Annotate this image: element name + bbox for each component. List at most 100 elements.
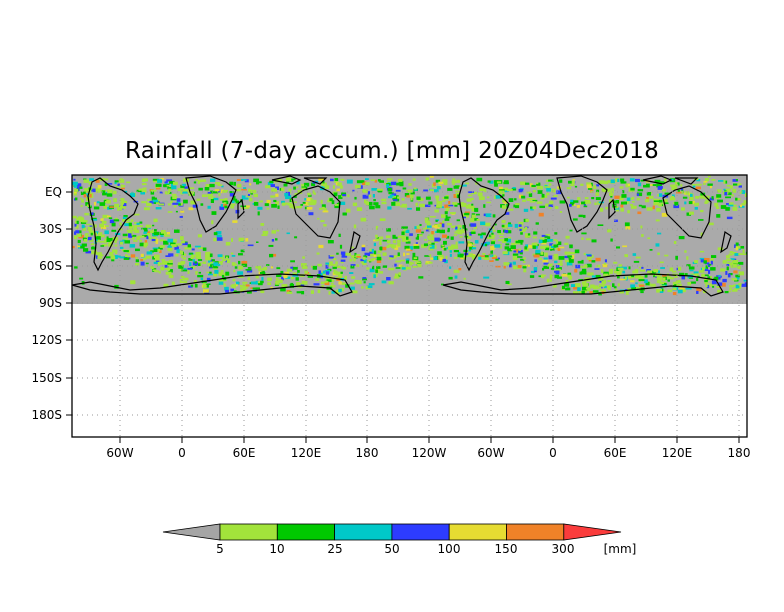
rain-cell [213, 232, 218, 236]
rain-cell [503, 187, 508, 191]
rain-cell [154, 254, 160, 259]
rain-cell [712, 285, 715, 288]
rain-cell [693, 202, 699, 206]
rain-cell [622, 270, 626, 274]
rain-cell [208, 197, 211, 200]
rain-cell [318, 272, 323, 276]
rain-cell [529, 201, 536, 203]
rain-cell [266, 199, 271, 204]
rain-cell [267, 282, 272, 285]
rain-cell [195, 271, 198, 273]
rain-cell [120, 204, 126, 209]
rain-cell [372, 265, 375, 270]
rain-cell [243, 187, 247, 190]
rain-cell [482, 252, 486, 255]
rain-cell [631, 196, 635, 200]
rain-cell [674, 184, 679, 187]
rain-cell [595, 197, 601, 200]
rain-cell [101, 220, 107, 224]
rain-cell [513, 204, 516, 208]
rain-cell [351, 255, 354, 259]
rain-cell [144, 207, 150, 211]
rain-cell [225, 256, 228, 260]
rain-cell [271, 188, 277, 192]
rain-cell [163, 283, 169, 288]
rain-cell [182, 281, 188, 283]
rain-cell [327, 240, 334, 244]
rain-cell [220, 204, 223, 208]
rain-cell [568, 276, 572, 280]
rain-cell [425, 226, 430, 230]
rain-cell [553, 244, 557, 248]
rain-cell [202, 247, 207, 251]
rain-cell [696, 287, 702, 292]
rain-cell [425, 177, 429, 181]
rain-cell [141, 201, 148, 204]
rain-cell [565, 260, 570, 263]
rain-cell [533, 231, 538, 235]
rain-cell [175, 253, 179, 257]
rain-cell [657, 277, 663, 280]
rain-cell [458, 268, 462, 271]
legend-label: 150 [495, 542, 518, 556]
rain-cell [694, 260, 699, 264]
rain-cell [577, 197, 581, 200]
rain-cell [708, 264, 712, 266]
rain-cell [646, 197, 649, 199]
rain-cell [667, 279, 670, 282]
rain-cell [405, 241, 411, 244]
rain-cell [350, 265, 355, 269]
rain-cell [505, 230, 512, 234]
rain-cell [621, 194, 627, 198]
rain-cell [210, 178, 216, 182]
color-legend: 5 10 25 50 100 150 300 [mm] [162, 523, 636, 556]
rain-cell [545, 234, 551, 236]
rain-cell [209, 183, 215, 188]
rain-cell [442, 258, 446, 262]
rain-cell [372, 194, 375, 198]
rain-cell [735, 247, 739, 251]
rain-cell [695, 196, 700, 199]
rain-cell [349, 272, 354, 274]
rain-cell [650, 283, 656, 287]
rain-cell [302, 256, 305, 259]
rain-cell [154, 257, 160, 262]
rain-cell [336, 252, 339, 255]
rain-cell [229, 191, 234, 194]
rain-cell [531, 242, 536, 247]
rain-cell [375, 205, 381, 209]
rain-cell [587, 256, 592, 260]
rain-cell [605, 206, 608, 210]
rain-cell [167, 247, 173, 252]
rain-cell [375, 269, 378, 273]
rain-cell [205, 253, 210, 258]
rain-cell [603, 285, 607, 289]
rain-cell [160, 266, 165, 271]
rain-cell [661, 212, 668, 217]
rain-cell [373, 242, 376, 247]
rain-cell [544, 238, 550, 242]
rain-cell [462, 225, 466, 229]
rain-cell [171, 193, 177, 196]
rain-cell [548, 206, 552, 209]
rain-cell [108, 243, 113, 247]
rain-cell [218, 281, 224, 285]
rain-cell [644, 199, 648, 203]
rain-cell [178, 265, 184, 269]
rain-cell [108, 217, 113, 219]
rain-cell [656, 183, 662, 188]
rain-cell [620, 178, 625, 182]
rain-cell [727, 290, 731, 293]
rain-cell [368, 201, 373, 206]
rain-cell [452, 202, 458, 206]
rain-cell [87, 229, 93, 231]
rain-cell [100, 245, 105, 247]
rain-cell [100, 234, 105, 238]
rain-cell [696, 178, 701, 182]
rain-cell [260, 280, 264, 284]
rain-cell [158, 246, 163, 250]
rain-cell [143, 242, 149, 246]
rain-cell [144, 227, 148, 232]
rain-cell [157, 261, 161, 266]
rain-cell [530, 270, 535, 274]
